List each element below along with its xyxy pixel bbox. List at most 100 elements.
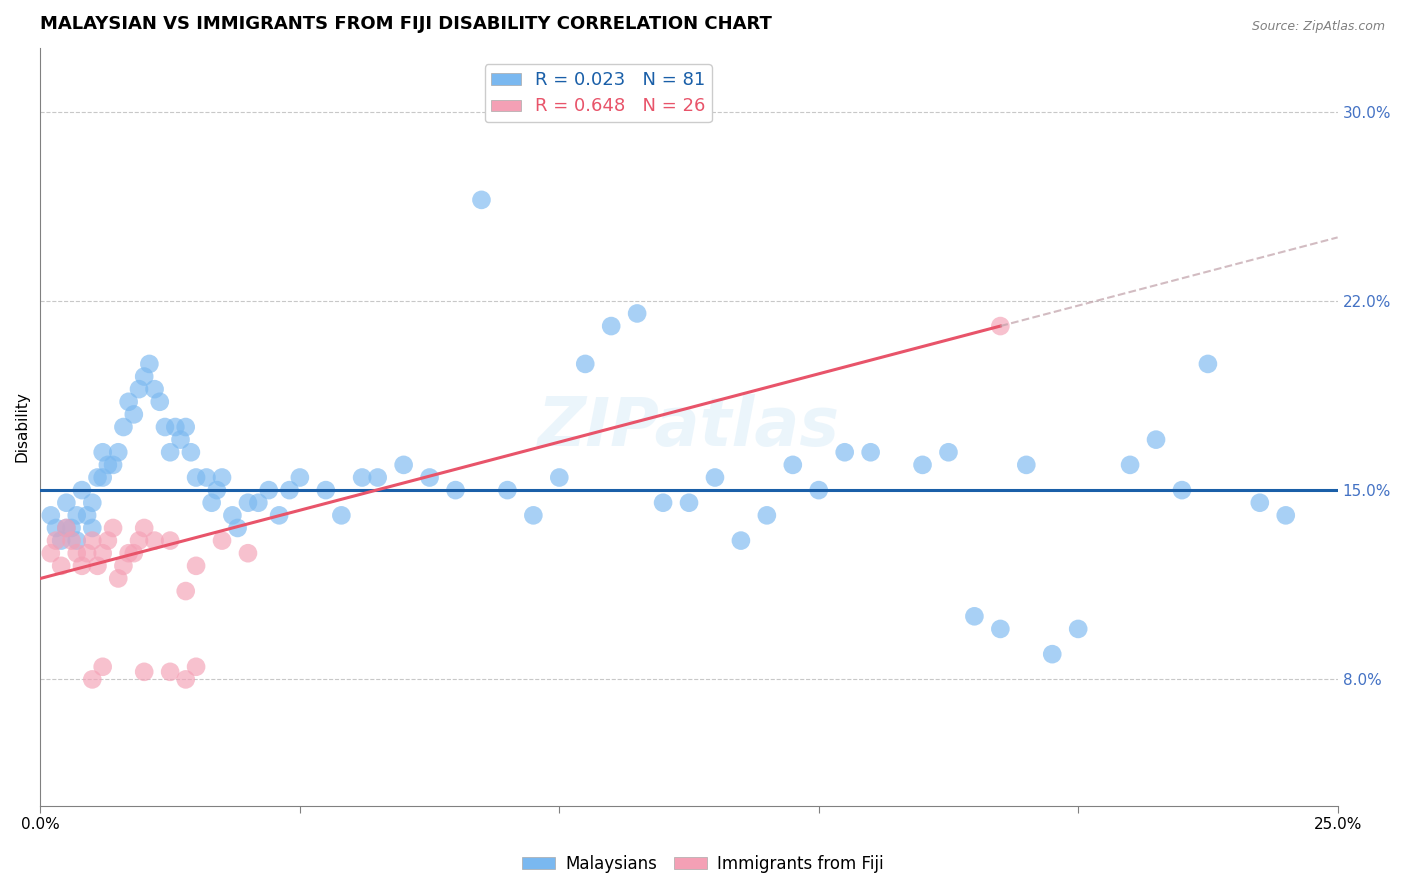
Point xyxy=(91,445,114,459)
Point xyxy=(600,319,623,334)
Point xyxy=(184,558,207,573)
Point xyxy=(288,470,311,484)
Point xyxy=(496,483,519,497)
Point xyxy=(988,622,1011,636)
Point xyxy=(470,193,492,207)
Point xyxy=(66,508,89,523)
Point xyxy=(859,445,882,459)
Point xyxy=(1144,433,1167,447)
Point xyxy=(70,483,93,497)
Point xyxy=(574,357,596,371)
Point xyxy=(143,382,166,396)
Point xyxy=(548,470,571,484)
Point xyxy=(807,483,830,497)
Point xyxy=(134,521,156,535)
Point xyxy=(330,508,353,523)
Point xyxy=(1040,647,1063,661)
Point xyxy=(91,470,114,484)
Point xyxy=(1015,458,1038,472)
Point xyxy=(247,496,270,510)
Point xyxy=(211,533,233,548)
Point xyxy=(112,420,135,434)
Point xyxy=(122,546,145,560)
Point xyxy=(107,445,129,459)
Point xyxy=(782,458,804,472)
Point xyxy=(1119,458,1142,472)
Point xyxy=(86,470,108,484)
Point xyxy=(1067,622,1090,636)
Point xyxy=(165,420,187,434)
Y-axis label: Disability: Disability xyxy=(15,392,30,462)
Point xyxy=(1249,496,1271,510)
Point xyxy=(159,533,181,548)
Point xyxy=(195,470,218,484)
Point xyxy=(55,521,77,535)
Point xyxy=(51,558,73,573)
Point xyxy=(205,483,228,497)
Point xyxy=(143,533,166,548)
Point xyxy=(704,470,727,484)
Legend: R = 0.023   N = 81, R = 0.648   N = 26: R = 0.023 N = 81, R = 0.648 N = 26 xyxy=(485,64,711,122)
Point xyxy=(97,533,120,548)
Point xyxy=(55,521,77,535)
Point xyxy=(278,483,301,497)
Point xyxy=(82,521,104,535)
Point xyxy=(66,546,89,560)
Point xyxy=(315,483,337,497)
Point xyxy=(76,546,98,560)
Text: Source: ZipAtlas.com: Source: ZipAtlas.com xyxy=(1251,20,1385,33)
Point xyxy=(236,496,259,510)
Point xyxy=(522,508,544,523)
Point xyxy=(91,546,114,560)
Point xyxy=(86,558,108,573)
Point xyxy=(112,558,135,573)
Point xyxy=(652,496,675,510)
Point xyxy=(60,533,83,548)
Point xyxy=(236,546,259,560)
Point xyxy=(269,508,291,523)
Text: MALAYSIAN VS IMMIGRANTS FROM FIJI DISABILITY CORRELATION CHART: MALAYSIAN VS IMMIGRANTS FROM FIJI DISABI… xyxy=(41,15,772,33)
Point xyxy=(45,533,67,548)
Point xyxy=(211,470,233,484)
Point xyxy=(134,369,156,384)
Point xyxy=(51,533,73,548)
Point xyxy=(1197,357,1219,371)
Point xyxy=(39,508,62,523)
Point xyxy=(159,445,181,459)
Point xyxy=(226,521,249,535)
Point xyxy=(988,319,1011,334)
Point xyxy=(128,533,150,548)
Point xyxy=(117,394,139,409)
Point xyxy=(392,458,415,472)
Point xyxy=(60,521,83,535)
Point xyxy=(184,660,207,674)
Point xyxy=(221,508,243,523)
Point xyxy=(149,394,172,409)
Point xyxy=(153,420,176,434)
Point xyxy=(138,357,160,371)
Point xyxy=(122,408,145,422)
Point xyxy=(101,458,124,472)
Point xyxy=(834,445,856,459)
Point xyxy=(66,533,89,548)
Point xyxy=(82,673,104,687)
Point xyxy=(201,496,224,510)
Point xyxy=(101,521,124,535)
Point xyxy=(367,470,389,484)
Point xyxy=(82,533,104,548)
Point xyxy=(938,445,960,459)
Legend: Malaysians, Immigrants from Fiji: Malaysians, Immigrants from Fiji xyxy=(516,848,890,880)
Point xyxy=(97,458,120,472)
Point xyxy=(70,558,93,573)
Point xyxy=(626,306,648,320)
Point xyxy=(128,382,150,396)
Point xyxy=(55,496,77,510)
Point xyxy=(180,445,202,459)
Point xyxy=(730,533,752,548)
Point xyxy=(169,433,191,447)
Point xyxy=(1171,483,1194,497)
Point xyxy=(39,546,62,560)
Point xyxy=(184,470,207,484)
Point xyxy=(419,470,441,484)
Point xyxy=(45,521,67,535)
